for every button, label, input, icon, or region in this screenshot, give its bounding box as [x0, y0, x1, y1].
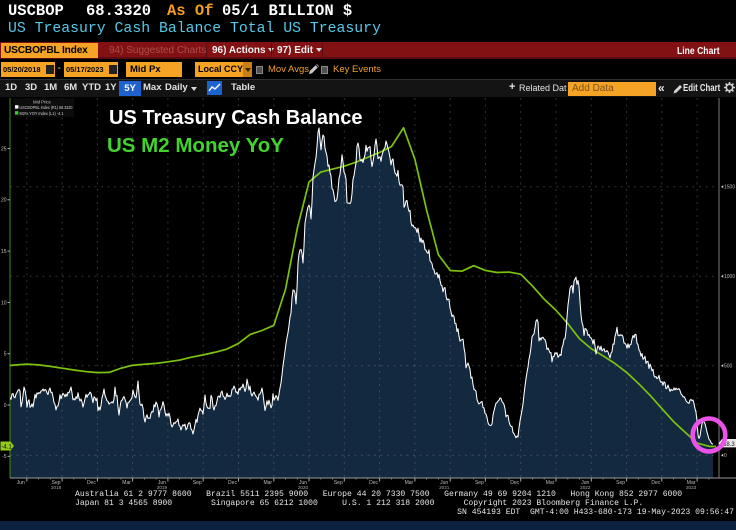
svg-text:68.3: 68.3	[723, 442, 735, 448]
svg-text:USCBOPBL Index (R1) 68.3320: USCBOPBL Index (R1) 68.3320	[20, 105, 74, 110]
svg-text:Jun: Jun	[158, 480, 166, 486]
svg-text:-4.1: -4.1	[1, 444, 12, 451]
svg-text:Sep: Sep	[475, 480, 484, 486]
svg-text:Mar: Mar	[546, 480, 555, 486]
svg-text:Mar: Mar	[122, 480, 131, 486]
svg-text:Sep: Sep	[193, 480, 202, 486]
svg-text:US M2 Money YoY: US M2 Money YoY	[107, 134, 284, 157]
svg-text:Mar: Mar	[687, 480, 696, 486]
svg-text:Dec: Dec	[651, 480, 660, 486]
svg-text:-5: -5	[2, 454, 7, 460]
svg-text:10: 10	[1, 300, 7, 306]
svg-text:2021: 2021	[439, 485, 450, 490]
svg-text:5: 5	[4, 352, 7, 358]
svg-text:2023: 2023	[686, 485, 697, 490]
svg-text:Dec: Dec	[510, 480, 519, 486]
svg-text:1000: 1000	[724, 274, 735, 280]
svg-text:2018: 2018	[51, 485, 62, 490]
svg-text:20: 20	[1, 198, 7, 204]
svg-text:0: 0	[4, 403, 7, 409]
svg-text:0: 0	[724, 453, 727, 459]
svg-text:Dec: Dec	[87, 480, 96, 486]
svg-text:2022: 2022	[580, 485, 591, 490]
svg-text:500: 500	[724, 364, 733, 370]
svg-text:Jun: Jun	[440, 480, 448, 486]
svg-text:Jun: Jun	[17, 480, 25, 486]
svg-text:Jun: Jun	[581, 480, 589, 486]
svg-text:2019: 2019	[157, 485, 168, 490]
svg-text:US Treasury Cash Balance: US Treasury Cash Balance	[109, 107, 362, 129]
svg-text:Jun: Jun	[299, 480, 307, 486]
svg-text:Mar: Mar	[263, 480, 272, 486]
svg-text:Dec: Dec	[228, 480, 237, 486]
svg-text:Sep: Sep	[616, 480, 625, 486]
svg-text:15: 15	[1, 249, 7, 255]
svg-text:Dec: Dec	[369, 480, 378, 486]
svg-text:25: 25	[1, 146, 7, 152]
svg-text:Sep: Sep	[334, 480, 343, 486]
svg-text:1500: 1500	[724, 185, 735, 191]
svg-text:Mar: Mar	[405, 480, 414, 486]
svg-text:M2% YOY Index (L1) -4.1: M2% YOY Index (L1) -4.1	[20, 111, 65, 116]
svg-text:Sep: Sep	[52, 480, 61, 486]
svg-text:Mid Price: Mid Price	[33, 100, 52, 105]
svg-text:2020: 2020	[298, 485, 309, 490]
